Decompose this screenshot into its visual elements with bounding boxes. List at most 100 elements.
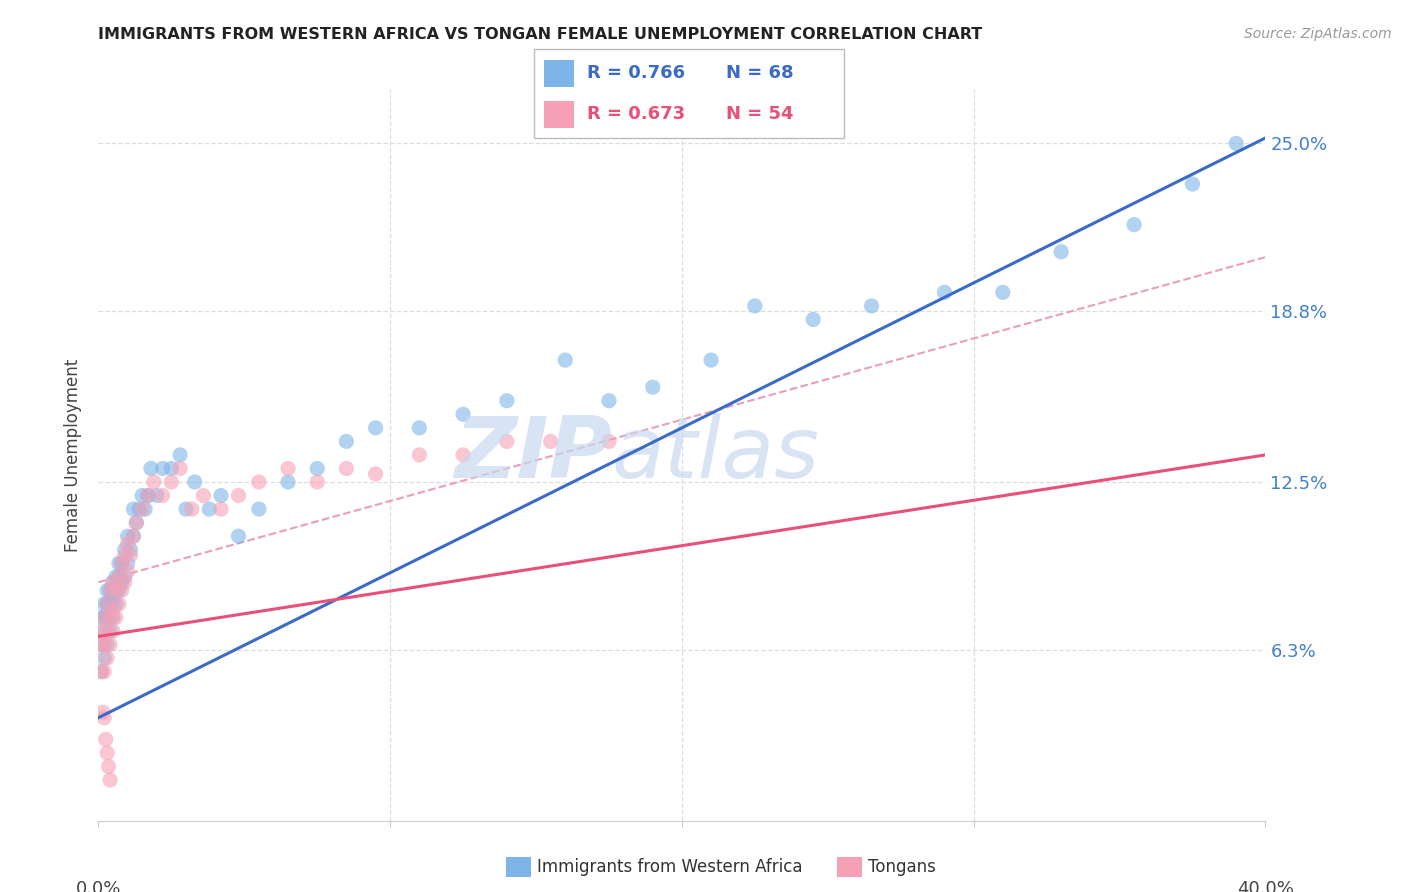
Point <box>122 529 145 543</box>
Point <box>96 638 118 652</box>
Point <box>209 502 232 516</box>
Point <box>934 285 956 300</box>
Point <box>101 575 124 590</box>
Point <box>598 393 620 408</box>
Point <box>90 638 112 652</box>
Point <box>139 461 162 475</box>
Point <box>90 610 112 624</box>
Point <box>101 624 124 638</box>
Point <box>247 502 270 516</box>
Point <box>90 665 112 679</box>
Point <box>98 638 121 652</box>
Point <box>131 502 153 516</box>
Point <box>108 570 131 584</box>
Point <box>152 489 174 503</box>
Point <box>408 421 430 435</box>
Point <box>1181 177 1204 191</box>
Point <box>104 597 127 611</box>
Point <box>364 421 387 435</box>
Point <box>860 299 883 313</box>
Point <box>120 548 142 562</box>
Point <box>108 597 131 611</box>
Point <box>1123 218 1146 232</box>
Point <box>307 475 329 489</box>
Text: N = 54: N = 54 <box>725 105 793 123</box>
Point <box>111 575 134 590</box>
Point <box>104 583 127 598</box>
Point <box>98 772 121 787</box>
Point <box>335 434 357 449</box>
Point <box>134 502 156 516</box>
Point <box>96 651 118 665</box>
Point <box>136 489 159 503</box>
Point <box>90 638 112 652</box>
Point <box>598 434 620 449</box>
Point <box>101 602 124 616</box>
Y-axis label: Female Unemployment: Female Unemployment <box>65 359 83 551</box>
Point <box>160 461 183 475</box>
Point <box>96 746 118 760</box>
Point <box>451 448 474 462</box>
Text: ZIP: ZIP <box>454 413 612 497</box>
Point <box>104 570 127 584</box>
Bar <box>544 60 575 87</box>
Point <box>247 475 270 489</box>
Point <box>169 461 191 475</box>
Point <box>96 597 118 611</box>
Point <box>364 467 387 481</box>
Point <box>93 610 115 624</box>
Point <box>125 516 148 530</box>
Point <box>146 489 169 503</box>
Point <box>114 575 136 590</box>
Point <box>122 529 145 543</box>
Text: 0.0%: 0.0% <box>76 880 121 892</box>
Point <box>120 542 142 557</box>
Point <box>117 556 139 570</box>
Point <box>93 610 115 624</box>
FancyBboxPatch shape <box>534 49 844 138</box>
Point <box>700 353 723 368</box>
Point <box>104 610 127 624</box>
Point <box>111 556 134 570</box>
Point <box>98 624 121 638</box>
Point <box>193 489 215 503</box>
Point <box>408 448 430 462</box>
Text: 40.0%: 40.0% <box>1237 880 1294 892</box>
Point <box>117 537 139 551</box>
Point <box>101 591 124 606</box>
Text: R = 0.673: R = 0.673 <box>586 105 685 123</box>
Point <box>198 502 221 516</box>
Point <box>101 610 124 624</box>
Point <box>101 575 124 590</box>
Point <box>93 624 115 638</box>
Point <box>114 542 136 557</box>
Point <box>180 502 202 516</box>
Text: atlas: atlas <box>612 413 820 497</box>
Point <box>98 583 121 598</box>
Point <box>744 299 766 313</box>
Point <box>108 570 131 584</box>
Point <box>183 475 205 489</box>
Point <box>90 624 112 638</box>
Point <box>96 610 118 624</box>
Point <box>98 610 121 624</box>
Point <box>96 583 118 598</box>
Point <box>125 516 148 530</box>
Point <box>93 651 115 665</box>
Text: Source: ZipAtlas.com: Source: ZipAtlas.com <box>1244 27 1392 41</box>
Point <box>136 489 159 503</box>
Point <box>104 583 127 598</box>
Point <box>90 665 112 679</box>
Point <box>122 502 145 516</box>
Point <box>96 624 118 638</box>
Text: IMMIGRANTS FROM WESTERN AFRICA VS TONGAN FEMALE UNEMPLOYMENT CORRELATION CHART: IMMIGRANTS FROM WESTERN AFRICA VS TONGAN… <box>98 27 983 42</box>
Text: Immigrants from Western Africa: Immigrants from Western Africa <box>537 858 803 876</box>
Point <box>335 461 357 475</box>
Point <box>93 711 115 725</box>
Point <box>160 475 183 489</box>
Text: R = 0.766: R = 0.766 <box>586 64 685 82</box>
Point <box>117 565 139 579</box>
Point <box>174 502 197 516</box>
Point <box>540 434 562 449</box>
Point <box>108 556 131 570</box>
